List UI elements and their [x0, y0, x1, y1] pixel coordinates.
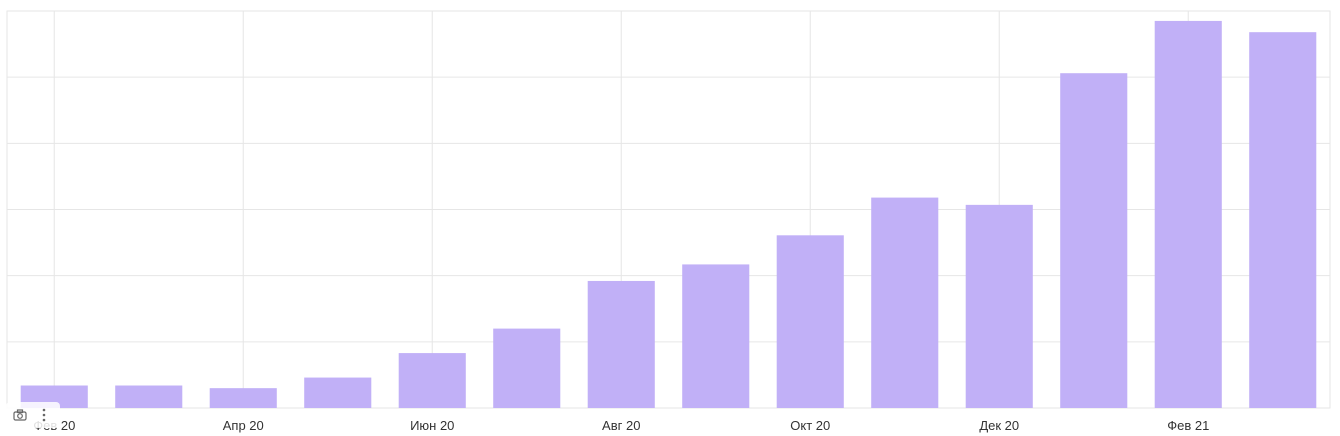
camera-icon[interactable] [12, 407, 28, 423]
bar-3[interactable] [304, 377, 372, 408]
bar-12[interactable] [1154, 20, 1222, 409]
bar-9[interactable] [871, 197, 939, 408]
bars [20, 20, 1317, 409]
x-tick-label: Дек 20 [979, 418, 1019, 433]
bar-5[interactable] [493, 328, 561, 408]
bar-7[interactable] [682, 264, 750, 408]
bar-13[interactable] [1249, 32, 1317, 408]
x-tick-label: Июн 20 [410, 418, 454, 433]
x-tick-label: Окт 20 [790, 418, 830, 433]
x-tick-label: Апр 20 [223, 418, 264, 433]
x-tick-label: Авг 20 [602, 418, 640, 433]
bar-6[interactable] [587, 280, 655, 408]
bar-10[interactable] [965, 204, 1033, 408]
bar-4[interactable] [398, 353, 466, 408]
grid-lines [6, 10, 1331, 409]
bar-11[interactable] [1060, 73, 1128, 409]
chart-toolbar [6, 402, 60, 428]
bar-2[interactable] [209, 388, 277, 408]
more-vertical-icon[interactable] [36, 407, 52, 423]
bar-1[interactable] [115, 385, 183, 408]
bar-8[interactable] [776, 235, 844, 408]
x-tick-label: Фев 21 [1167, 418, 1209, 433]
